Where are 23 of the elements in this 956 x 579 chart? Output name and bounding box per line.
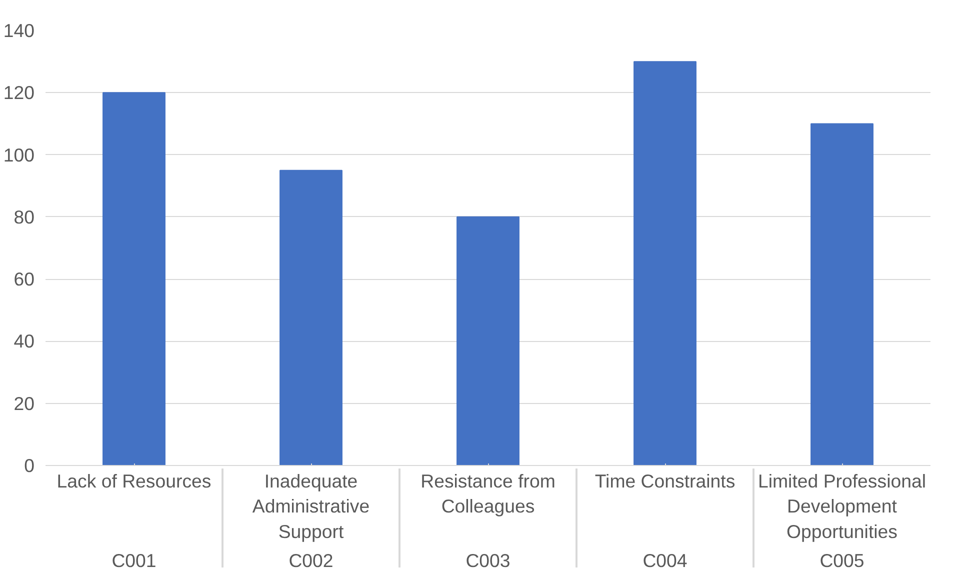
y-tick-label: 20 xyxy=(14,392,35,414)
x-tick-label: Resistance from Colleagues xyxy=(420,470,556,517)
y-tick-label: 100 xyxy=(3,144,35,166)
text: C002 xyxy=(288,550,334,571)
y-tick-label: 60 xyxy=(14,268,35,290)
text: C001 xyxy=(112,550,156,571)
y-tick-label: 0 xyxy=(24,455,35,476)
x-tick-label: Lack of Resources xyxy=(56,470,212,492)
bar xyxy=(280,170,342,466)
text: C004 xyxy=(642,550,688,571)
bar xyxy=(456,216,520,466)
text: C003 xyxy=(466,550,510,571)
bar xyxy=(102,92,166,466)
x-tick-label: Time Constraints xyxy=(594,470,736,492)
x-tick-label: Inadequate Administrative Support xyxy=(252,470,370,542)
text: C005 xyxy=(820,550,864,571)
bar xyxy=(634,61,696,466)
y-tick-label: 40 xyxy=(14,330,35,352)
x-tick-label: Limited Professional Development Opportunities xyxy=(758,470,926,542)
bar xyxy=(810,123,874,466)
y-tick-label: 140 xyxy=(3,20,35,41)
y-tick-label: 120 xyxy=(3,82,35,104)
y-tick-label: 80 xyxy=(14,206,35,228)
